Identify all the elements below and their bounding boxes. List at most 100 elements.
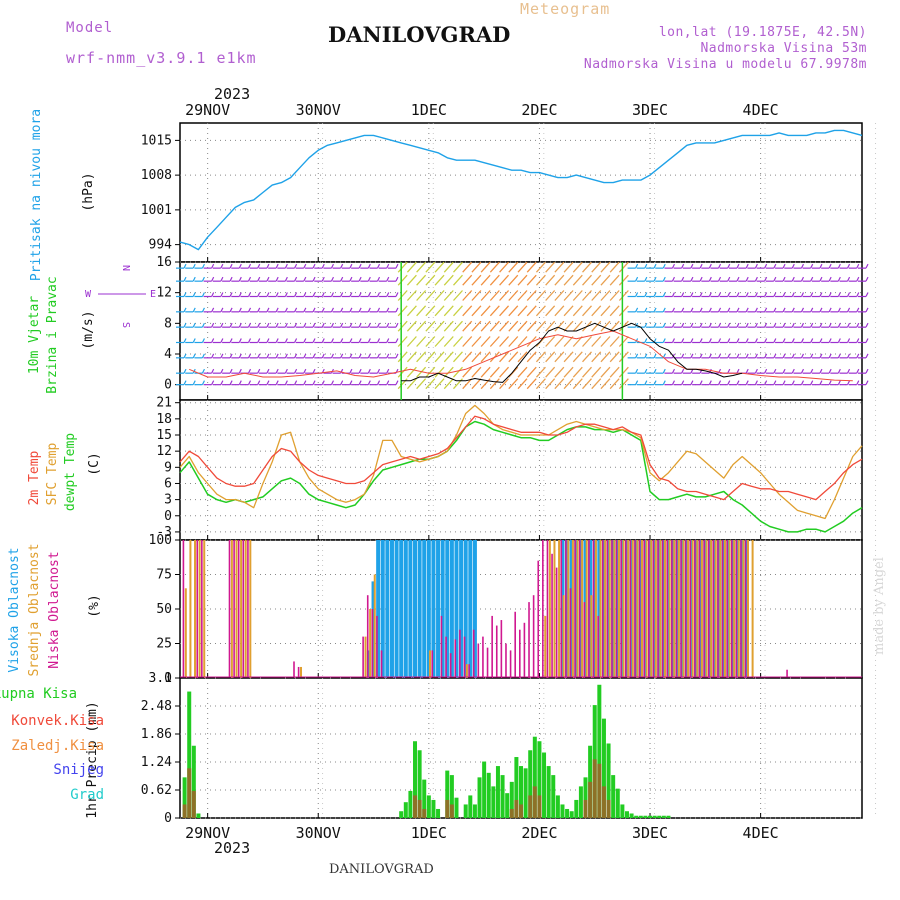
precip-total-bar [657, 815, 662, 818]
wind-barb [609, 305, 620, 317]
wind-barb-flag [754, 380, 758, 385]
cloud-bar-2 [468, 664, 470, 678]
wind-barb-flag [653, 368, 657, 374]
cloud-bar-2 [643, 540, 646, 678]
cloud-bar-1 [673, 540, 676, 678]
wind-barb-flag [635, 292, 639, 297]
station-title: DANILOVGRAD [328, 22, 511, 47]
cloud-bar-1 [571, 540, 574, 678]
y-tick-label: 12 [156, 444, 172, 459]
cloud-bar-1 [668, 540, 671, 678]
cloud-bar-1 [364, 636, 367, 678]
cloud-bar-0 [648, 540, 653, 678]
cloud-bar-1 [650, 540, 653, 678]
wind-barb [517, 378, 528, 390]
wind-barb [535, 378, 546, 390]
wind-barb [600, 274, 611, 286]
wind-barb-flag [681, 338, 685, 343]
wind-barb-flag [865, 322, 869, 328]
wind-barb-flag [238, 276, 242, 282]
wind-barb-flag [192, 380, 196, 385]
wind-barb [453, 274, 463, 286]
y-tick-label: 3 [164, 493, 172, 508]
cloud-bar-2 [740, 540, 742, 678]
cloud-bar-2 [565, 540, 567, 678]
wind-barb-flag [727, 380, 731, 385]
y-tick-label: 1.24 [141, 755, 172, 770]
wind-barb-flag [837, 276, 841, 282]
wind-barb-flag [782, 263, 786, 269]
wind-barb-flag [312, 322, 316, 328]
wind-barb-flag [635, 307, 639, 313]
wind-barb [572, 378, 583, 390]
cloud-bar-0 [431, 540, 436, 678]
wind-barb-flag [201, 353, 205, 359]
precip-total-bar [569, 811, 574, 818]
cloud-bar-0 [459, 540, 464, 678]
wind-barb-flag [238, 338, 242, 343]
wind-barb-flag [699, 380, 703, 385]
wind-barb-flag [708, 263, 712, 269]
precip-total-bar [191, 745, 196, 818]
wind-barb-flag [183, 307, 187, 313]
cloud-bar-0 [565, 540, 570, 678]
cloud-bar-2 [449, 653, 452, 678]
cloud-bar-2 [201, 540, 203, 678]
cloud-bar-1 [677, 540, 680, 678]
wind-barb-flag [238, 307, 242, 313]
wind-barb [499, 261, 510, 273]
wind-barb-flag [847, 276, 851, 282]
wind-barb [425, 305, 436, 317]
precip-conv-bar [449, 804, 454, 818]
cloud-bar-1 [687, 540, 690, 678]
wind-barb-flag [865, 292, 869, 297]
cloud-bar-1 [548, 540, 551, 678]
precip-conv-bar [422, 808, 427, 818]
precip-conv-bar [509, 808, 514, 818]
cloud-bar-1 [244, 540, 247, 678]
wind-barb [517, 290, 528, 301]
wind-barb-flag [856, 322, 860, 328]
wind-barb [526, 320, 537, 332]
wind-barb-flag [745, 292, 749, 297]
wind-barb-flag [856, 292, 860, 297]
wind-barb-flag [303, 368, 307, 374]
wind-barb [563, 290, 574, 301]
cloud-bar-2 [680, 540, 682, 678]
cloud-bar-0 [661, 540, 666, 678]
sfc-temp-line [179, 404, 863, 520]
wind-barb-flag [736, 353, 740, 359]
wind-barb-flag [275, 263, 279, 269]
wind-barb-flag [220, 380, 224, 385]
wind-barb-flag [810, 276, 814, 282]
wind-barb [434, 366, 445, 378]
wind-barb [508, 351, 519, 363]
wind-barb [425, 290, 436, 301]
cloud-bar-0 [634, 540, 639, 678]
precip-conv-bar [191, 790, 196, 818]
legend-precip-4: Grad [70, 787, 104, 803]
wind-barb [480, 305, 491, 317]
cloud-bar-2 [362, 636, 364, 678]
wind-barb [572, 290, 583, 301]
precip-total-bar [542, 752, 547, 818]
wind-barb [443, 336, 454, 347]
wind-barb-flag [847, 307, 851, 313]
wind-barb-flag [349, 353, 353, 359]
cloud-bar-0 [454, 540, 459, 678]
wind-barb-flag [856, 368, 860, 374]
wind-barb-flag [856, 380, 860, 385]
wind-barb [453, 336, 463, 347]
legend-precip-3: Snijeg [53, 762, 104, 778]
cloud-bar-0 [684, 540, 689, 678]
wind-barb-flag [238, 263, 242, 269]
precip-total-bar [482, 761, 487, 818]
precip-total-bar [426, 795, 431, 818]
cloud-bar-1 [590, 595, 593, 678]
wind-barb-flag [395, 322, 399, 328]
wind-barb [600, 336, 611, 347]
wind-speed-line [401, 322, 743, 383]
wind-barb-flag [247, 307, 252, 313]
precip-conv-bar [597, 763, 602, 818]
